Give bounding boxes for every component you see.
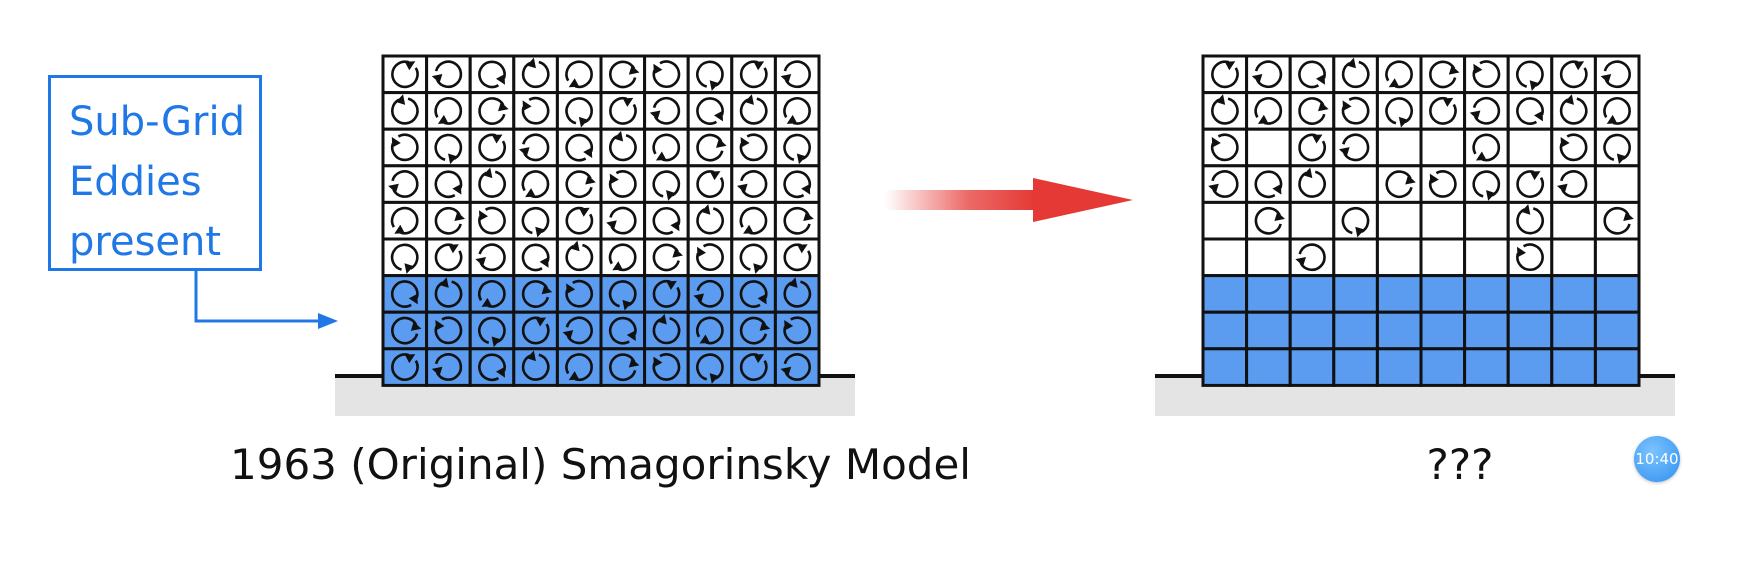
- left-grid-cell: [730, 347, 777, 387]
- right-grid-cell: [1506, 347, 1554, 387]
- callout-line-2: Eddies: [69, 159, 202, 205]
- right-grid-cell: [1201, 237, 1249, 278]
- right-grid-cell: [1419, 274, 1467, 314]
- callout-line-1: Sub-Grid: [69, 99, 245, 145]
- callout-connector-arrow: [194, 271, 338, 329]
- right-grid-cell: [1419, 127, 1467, 168]
- left-caption: 1963 (Original) Smagorinsky Model: [230, 440, 971, 489]
- right-grid-cell: [1375, 274, 1423, 314]
- right-grid-cell: [1593, 164, 1641, 204]
- right-grid-cell: [1288, 347, 1336, 387]
- subgrid-eddies-callout: Sub-Grid Eddies present: [48, 75, 262, 271]
- right-grid-cell: [1201, 274, 1249, 314]
- right-grid-cell: [1245, 127, 1292, 168]
- left-panel: [335, 54, 855, 416]
- right-grid-cell: [1463, 237, 1510, 278]
- right-caption: ???: [1426, 440, 1494, 489]
- right-grid-cell: [1419, 237, 1467, 278]
- right-grid-cell: [1463, 310, 1510, 351]
- right-grid-cell: [1245, 237, 1292, 278]
- right-grid-cell: [1506, 274, 1554, 314]
- right-grid-cell: [1201, 200, 1249, 241]
- right-grid-cell: [1375, 310, 1423, 351]
- right-panel: [1155, 54, 1675, 416]
- right-grid-cell: [1593, 237, 1641, 278]
- right-grid-cell: [1245, 310, 1292, 351]
- right-grid-cell: [1288, 310, 1336, 351]
- callout-line-3: present: [69, 219, 222, 265]
- right-grid-cell: [1463, 347, 1510, 387]
- right-grid-cell: [1550, 347, 1597, 387]
- right-grid-cell: [1550, 237, 1597, 278]
- right-grid-cell: [1332, 164, 1379, 204]
- right-grid-cell: [1288, 200, 1336, 241]
- right-grid-cell: [1550, 274, 1597, 314]
- right-grid-cell: [1332, 274, 1379, 314]
- right-grid-cell: [1550, 310, 1597, 351]
- right-grid-cell: [1375, 237, 1423, 278]
- left-grid: [381, 54, 821, 387]
- right-grid-cell: [1463, 274, 1510, 314]
- right-grid-cell: [1245, 274, 1292, 314]
- right-grid-cell: [1332, 310, 1379, 351]
- right-grid-cell: [1245, 347, 1292, 387]
- right-grid-cell: [1506, 127, 1554, 168]
- right-grid-cell: [1550, 200, 1597, 241]
- timer-badge[interactable]: 10:40: [1634, 436, 1680, 482]
- right-grid-cell: [1593, 274, 1641, 314]
- right-grid-cell: [1419, 347, 1467, 387]
- timer-label: 10:40: [1635, 450, 1679, 468]
- right-grid-cell: [1593, 347, 1641, 387]
- right-grid-cell: [1288, 274, 1336, 314]
- right-grid-cell: [1332, 347, 1379, 387]
- transition-arrow: [885, 178, 1133, 222]
- right-grid: [1201, 54, 1641, 387]
- right-grid-cell: [1201, 310, 1249, 351]
- right-grid-cell: [1332, 237, 1379, 278]
- right-grid-cell: [1375, 127, 1423, 168]
- right-grid-cell: [1375, 347, 1423, 387]
- right-grid-cell: [1201, 347, 1249, 387]
- left-grid-cell: [643, 164, 690, 204]
- right-grid-cell: [1419, 200, 1467, 241]
- right-grid-cell: [1463, 200, 1510, 241]
- right-grid-cell: [1419, 310, 1467, 351]
- right-grid-cell: [1506, 310, 1554, 351]
- right-grid-cell: [1375, 200, 1423, 241]
- right-grid-cell: [1593, 310, 1641, 351]
